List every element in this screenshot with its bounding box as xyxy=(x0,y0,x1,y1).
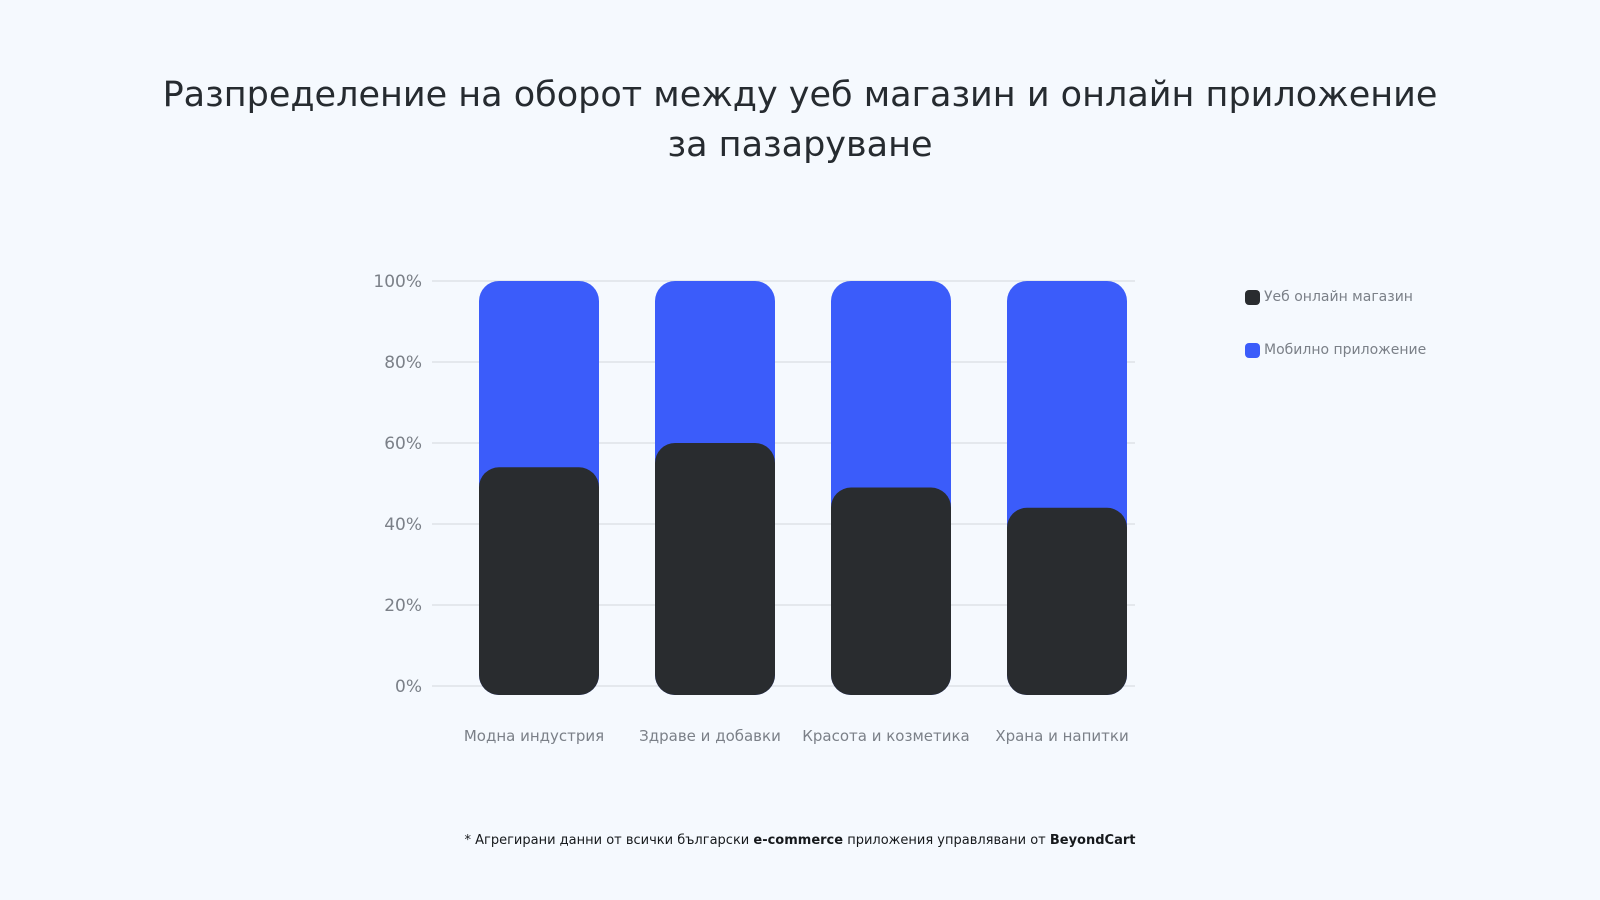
footnote-middle: приложения управлявани от xyxy=(843,833,1050,848)
legend-item-app[interactable]: Мобилно приложение xyxy=(1245,341,1426,359)
x-tick-label: Храна и напитки xyxy=(995,727,1128,745)
x-tick-label: Красота и козметика xyxy=(802,727,970,745)
x-axis-ticks: Модна индустрия Здраве и добавки Красота и… xyxy=(464,727,1129,745)
legend: Уеб онлайн магазин Мобилно приложение xyxy=(1245,288,1426,394)
bars xyxy=(479,281,1127,695)
y-tick-label: 40% xyxy=(384,515,422,535)
x-tick-label: Здраве и добавки xyxy=(639,727,781,745)
footnote-highlight-ecommerce: e-commerce xyxy=(753,833,844,848)
bar-web[interactable] xyxy=(1007,507,1127,695)
x-tick-label: Модна индустрия xyxy=(464,727,604,745)
footnote: * Агрегирани данни от всички български e… xyxy=(0,833,1600,848)
legend-label-web: Уеб онлайн магазин xyxy=(1264,289,1413,305)
bar-web[interactable] xyxy=(655,443,775,695)
bar-web[interactable] xyxy=(479,467,599,695)
legend-swatch-web xyxy=(1245,289,1260,305)
y-tick-label: 0% xyxy=(395,677,422,697)
y-axis-ticks: 0% 20% 40% 60% 80% 100% xyxy=(373,272,422,697)
bar-web[interactable] xyxy=(831,487,951,695)
y-tick-label: 20% xyxy=(384,596,422,616)
legend-item-web[interactable]: Уеб онлайн магазин xyxy=(1245,288,1426,306)
legend-swatch-app xyxy=(1245,342,1260,358)
y-tick-label: 80% xyxy=(384,353,422,373)
footnote-prefix: * Агрегирани данни от всички български xyxy=(464,833,754,848)
footnote-highlight-beyondcart: BeyondCart xyxy=(1049,833,1136,848)
y-tick-label: 100% xyxy=(373,272,422,292)
y-tick-label: 60% xyxy=(384,434,422,454)
chart-title: Разпределение на оборот между уеб магази… xyxy=(162,75,1438,165)
legend-label-app: Мобилно приложение xyxy=(1264,342,1427,358)
